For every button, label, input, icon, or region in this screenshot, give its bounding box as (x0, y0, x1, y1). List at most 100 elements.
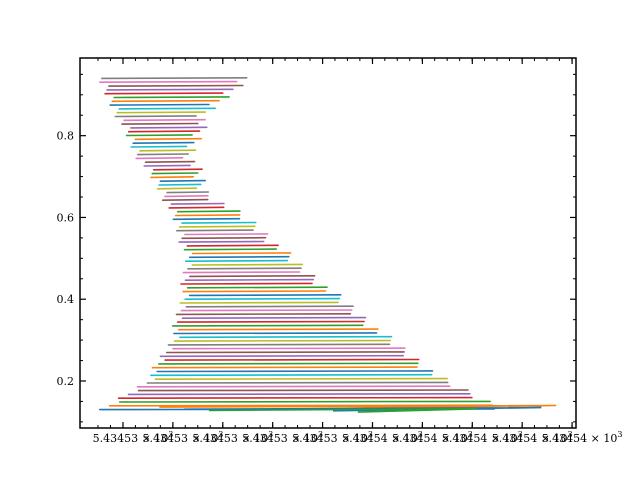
series-strand (150, 373, 433, 377)
series-strand (181, 221, 257, 224)
series-strand (156, 370, 434, 373)
y-tick-label: 0.4 (57, 293, 75, 306)
series-strand (166, 191, 210, 194)
y-tick-label: 0.2 (57, 375, 75, 388)
series-strand (188, 293, 342, 297)
series-strand (130, 126, 208, 129)
series-strand (158, 362, 419, 365)
series-strand (172, 347, 406, 350)
series-strand (182, 271, 301, 274)
series-strand (104, 92, 224, 95)
series-strand (99, 80, 238, 83)
x-tick-label: 5.43453 × 103 (242, 430, 323, 445)
series-strand (165, 351, 405, 354)
series-strand (178, 328, 379, 331)
x-tick-label: 5.43453 × 103 (292, 430, 373, 445)
series-strand (191, 252, 292, 255)
series-strand (154, 377, 448, 381)
series-strand (180, 309, 353, 312)
y-tick-labels: 0.2 0.4 0.6 0.8 (57, 130, 75, 388)
series-strand (111, 99, 220, 103)
series-strand (130, 145, 188, 148)
y-tick-label: 0.6 (57, 211, 75, 224)
series-strand (171, 324, 364, 327)
series-strand (137, 389, 469, 392)
series-strand (118, 107, 217, 110)
series-strand (150, 176, 195, 179)
series-strand (117, 396, 473, 400)
series-strand (174, 214, 241, 217)
series-strand (159, 179, 206, 182)
series-strand (183, 248, 278, 251)
series-strand (151, 172, 199, 175)
series-strand (101, 77, 248, 80)
series-strand (159, 354, 405, 358)
x-tick-label: 5.43454 × 103 (442, 430, 523, 445)
x-tick-label: 5.43454 × 103 (392, 430, 473, 445)
series-strand (179, 301, 339, 304)
series-strand (132, 141, 195, 144)
series-strand (152, 168, 203, 171)
series-strand (186, 286, 328, 289)
series-strands (99, 77, 557, 413)
series-strand (173, 332, 378, 335)
series-strand (175, 312, 352, 316)
series-strand (170, 202, 225, 205)
series-strand (136, 385, 451, 388)
series-strand (146, 381, 449, 384)
series-strand (158, 183, 202, 186)
series-strand (127, 130, 201, 133)
series-strand (185, 259, 289, 263)
series-strand (187, 267, 302, 270)
series-strand (184, 297, 341, 301)
series-strand (118, 400, 492, 403)
series-strand (191, 263, 304, 266)
series-strand (113, 96, 230, 99)
series-strand (164, 195, 209, 198)
series-strand (176, 229, 254, 232)
x-tick-label: 5.43454 × 103 (542, 430, 623, 445)
series-strand (185, 305, 354, 308)
x-tick-label: 5.43453 × 103 (192, 430, 273, 445)
series-strand (173, 339, 392, 342)
series-strand (139, 149, 197, 152)
x-tick-label: 5.43454 × 103 (492, 430, 573, 445)
series-strand (184, 233, 269, 236)
series-strand (176, 320, 365, 323)
x-tick-label: 5.43453 × 103 (93, 430, 174, 445)
y-tick-label: 0.8 (57, 130, 75, 143)
series-strand (106, 88, 234, 91)
series-strand (114, 115, 197, 118)
series-strand (189, 274, 316, 278)
series-strand (167, 343, 391, 346)
series-strand (208, 408, 477, 413)
series-strand (143, 164, 191, 167)
series-strand (164, 358, 420, 361)
series-strand (179, 335, 393, 339)
series-strand (137, 153, 189, 156)
series-strand (178, 225, 256, 228)
series-strand (181, 316, 367, 320)
axis-ticks (80, 58, 576, 428)
series-strand (134, 137, 202, 141)
series-strand (189, 255, 290, 259)
series-strand (151, 366, 418, 369)
series-strand (125, 134, 193, 137)
series-strand (181, 236, 267, 240)
x-tick-label: 5.43453 × 103 (143, 430, 224, 445)
plot-frame (79, 57, 577, 429)
series-strand (116, 111, 206, 114)
series-strand (123, 118, 206, 122)
series-strand (109, 103, 210, 106)
series-strand (135, 157, 184, 160)
series-strand (180, 282, 313, 285)
series-strand (172, 217, 241, 221)
series-strand (184, 278, 315, 282)
series-strand (168, 206, 225, 209)
series-strand (108, 84, 244, 87)
series-strand (177, 210, 241, 213)
series-strand (161, 198, 209, 201)
series-strand (121, 122, 199, 125)
